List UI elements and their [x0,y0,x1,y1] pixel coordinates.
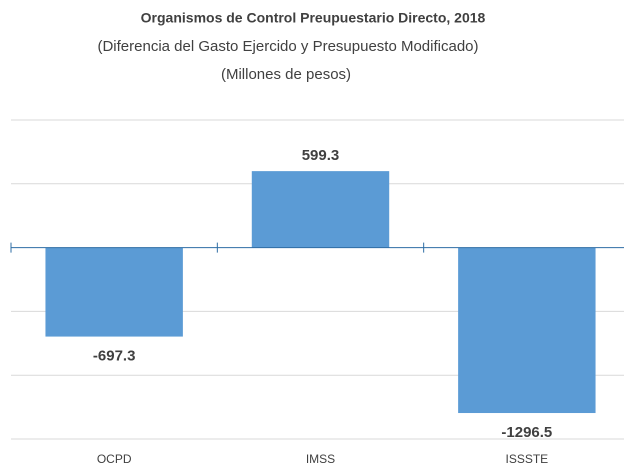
bar [458,247,596,414]
chart-subtitle: (Millones de pesos) [221,66,351,83]
bar [45,247,183,337]
chart-subtitle: (Diferencia del Gasto Ejercido y Presupu… [97,38,478,55]
bar [251,171,390,248]
chart-title: Organismos de Control Preupuestario Dire… [141,10,486,26]
x-tick-label: OCPD [97,452,132,466]
data-label: 599.3 [302,147,340,164]
data-label: -1296.5 [501,424,552,441]
x-tick-label: ISSSTE [505,452,548,466]
data-label: -697.3 [93,348,136,365]
x-tick-label: IMSS [306,452,335,466]
